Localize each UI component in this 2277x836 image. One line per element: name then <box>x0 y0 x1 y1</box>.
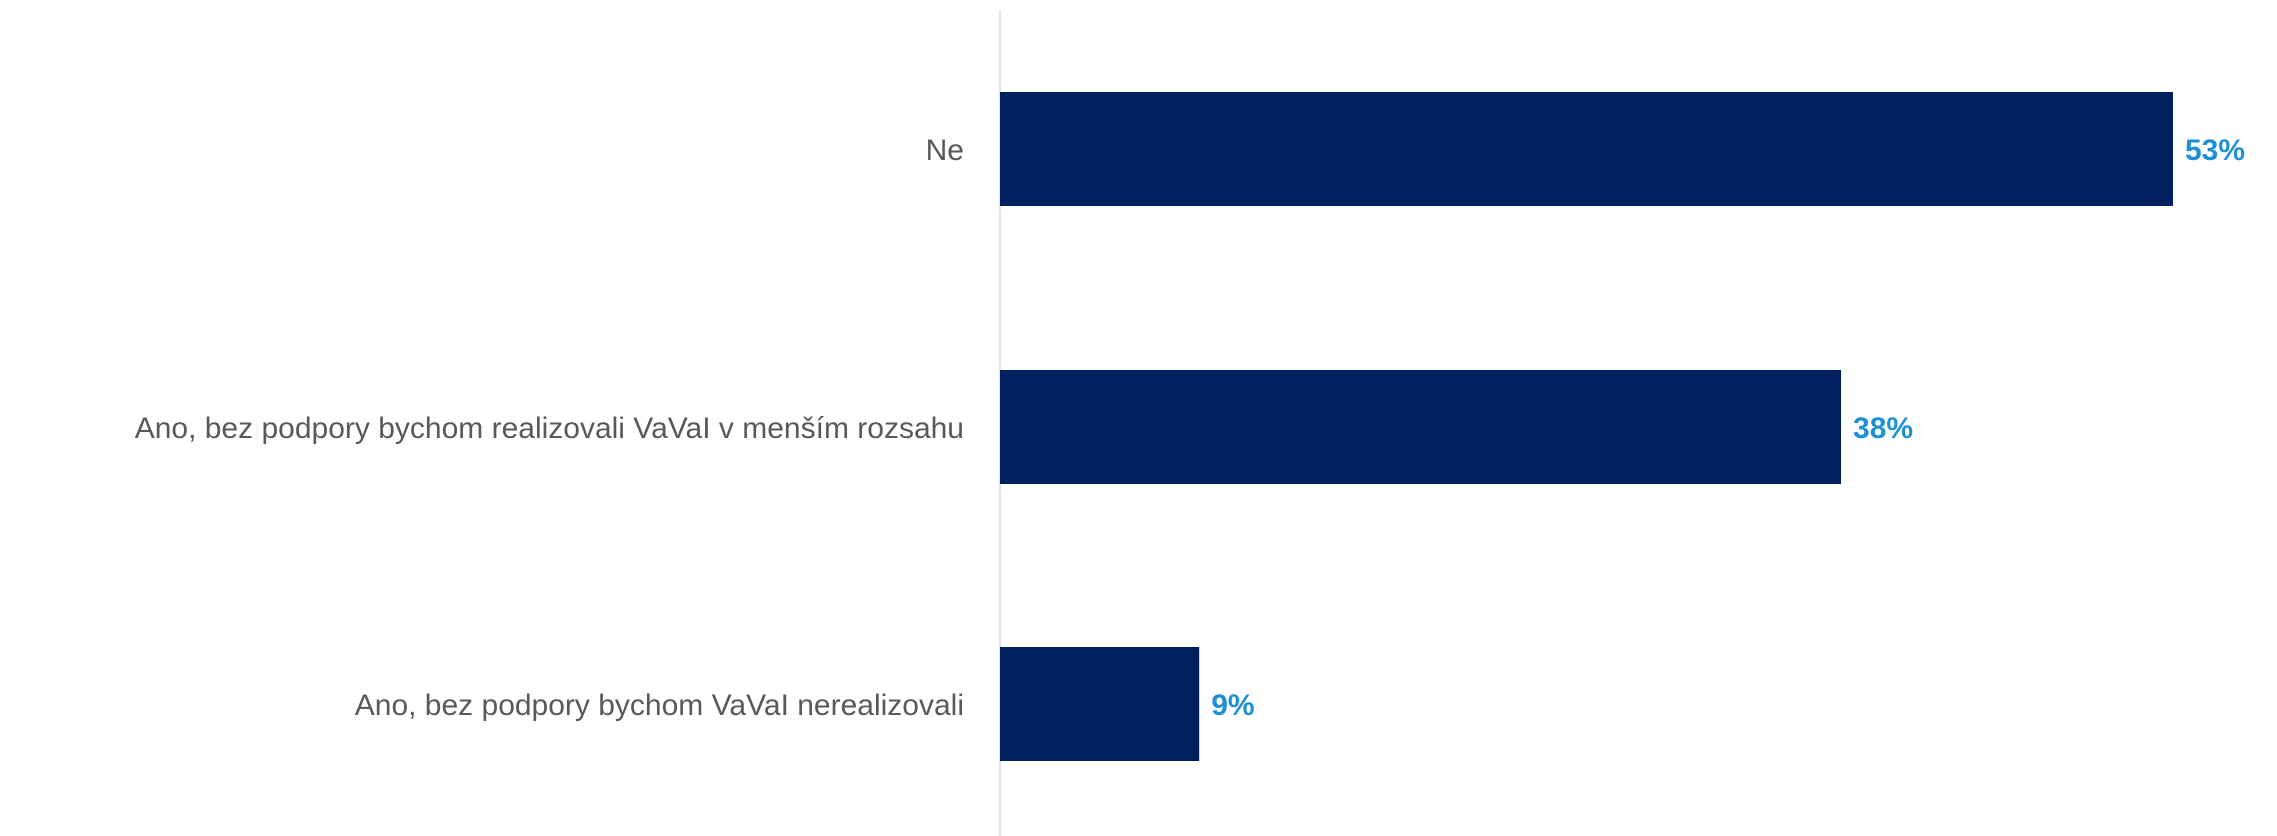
bar-3 <box>1000 647 1200 761</box>
value-label-3: 9% <box>1211 689 1254 722</box>
bar-2 <box>1000 370 1842 484</box>
value-label-2: 38% <box>1853 412 1913 445</box>
category-label-3: Ano, bez podpory bychom VaVaI nerealizov… <box>355 689 964 722</box>
category-label-2: Ano, bez podpory bychom realizovali VaVa… <box>135 412 964 445</box>
category-label-1: Ne <box>926 134 964 167</box>
value-label-1: 53% <box>2185 134 2245 167</box>
bar-1 <box>1000 92 2173 206</box>
